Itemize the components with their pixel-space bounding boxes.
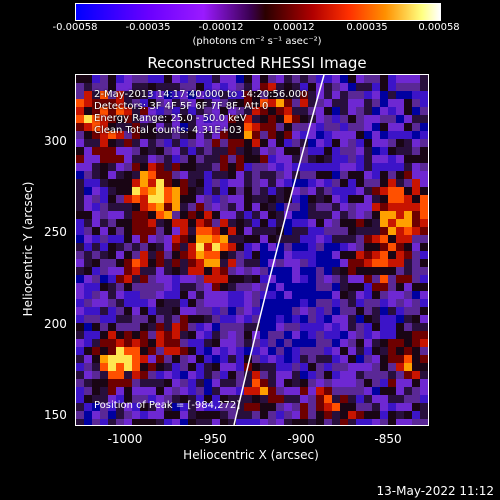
- colorbar-tick: 0.00035: [346, 22, 388, 33]
- y-tick-label: 250: [44, 225, 67, 239]
- timestamp: 13-May-2022 11:12: [376, 484, 494, 498]
- y-tick-label: 300: [44, 134, 67, 148]
- x-tick-label: -900: [287, 432, 315, 446]
- detectors-label: Detectors: 3F 4F 5F 6F 7F 8F, Att 0: [94, 101, 269, 112]
- y-tick-label: 150: [44, 408, 67, 422]
- colorbar-tick: -0.00035: [125, 22, 171, 33]
- energy-range-label: Energy Range: 25.0 - 50.0 keV: [94, 113, 247, 124]
- peak-position-label: Position of Peak = [-984,272]: [94, 400, 241, 411]
- colorbar: [75, 3, 441, 21]
- colorbar-tick: -0.00012: [198, 22, 244, 33]
- image-title: Reconstructed RHESSI Image: [147, 54, 367, 72]
- x-axis-label: Heliocentric X (arcsec): [183, 448, 319, 462]
- colorbar-units: (photons cm⁻² s⁻¹ asec⁻²): [192, 36, 322, 47]
- clean-label: Clean Total counts: 4.31E+03: [94, 125, 242, 136]
- x-tick-label: -850: [374, 432, 402, 446]
- rhessi-image-map: [76, 75, 428, 425]
- image-plot: 2-May-2013 14:17:40.000 to 14:20:56.000 …: [75, 74, 429, 426]
- solar-limb: [233, 75, 325, 425]
- y-axis-label: Heliocentric Y (arcsec): [21, 181, 35, 317]
- y-tick-label: 200: [44, 317, 67, 331]
- time-range-label: 2-May-2013 14:17:40.000 to 14:20:56.000: [94, 89, 308, 100]
- colorbar-tick: -0.00058: [52, 22, 98, 33]
- x-tick-label: -1000: [107, 432, 143, 446]
- colorbar-tick: 0.00058: [418, 22, 460, 33]
- colorbar-tick: 0.00012: [273, 22, 315, 33]
- x-tick-label: -950: [199, 432, 227, 446]
